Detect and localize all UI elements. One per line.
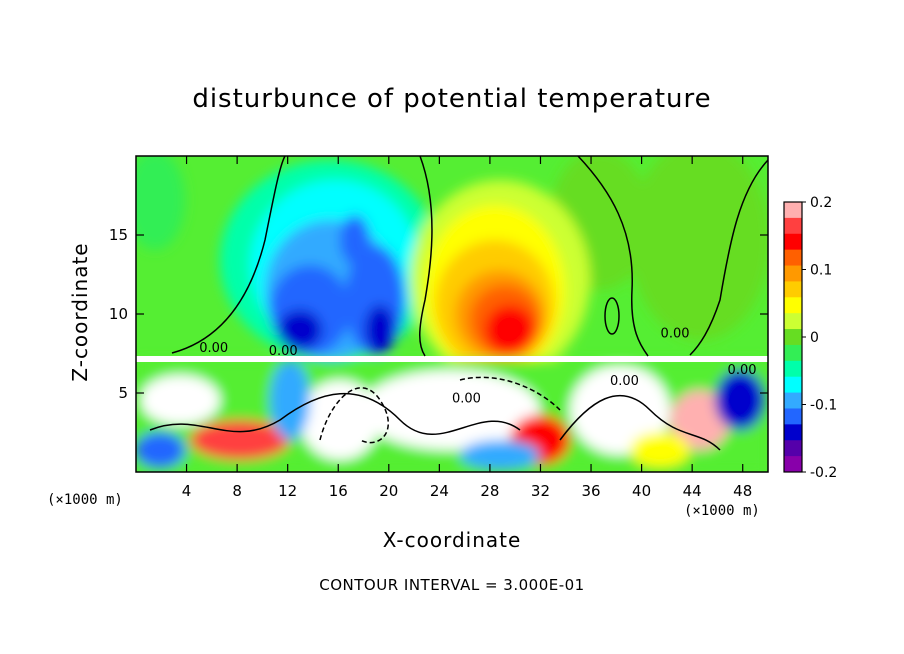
contour-label: 0.00 [728,363,757,378]
contour-label: 0.00 [199,341,228,356]
contour-label: 0.00 [610,374,639,389]
x-axis-label: X-coordinate [382,528,522,552]
colorbar-tick-label: -0.1 [810,398,837,414]
contour-annotations: 0.00 0.00 0.00 0.00 0.00 0.00 [199,327,756,407]
x-tick-label: 48 [733,482,752,500]
colorbar-swatch [784,265,802,282]
colorbar-swatch [784,217,802,235]
x-tick-label: 16 [329,482,348,500]
contour-interval-label: CONTOUR INTERVAL = 3.000E-01 [319,576,585,594]
x-tick-label: 12 [278,482,297,500]
contour-label: 0.00 [661,327,690,342]
contour-lines [149,156,768,451]
colorbar-swatch [784,281,802,298]
colorbar-swatch [784,329,802,346]
y-tick-label: 15 [109,226,128,244]
x-unit-left: (×1000 m) [47,492,123,508]
x-tick-label: 36 [581,482,600,500]
colorbar-swatch [784,344,802,362]
x-tick-label: 24 [430,482,449,500]
x-tick-label: 40 [632,482,651,500]
colorbar-swatch [784,313,802,330]
y-tick-label: 10 [109,305,128,323]
colorbar-swatch [784,392,802,409]
colorbar-swatch [784,202,802,219]
colorbar-swatch [784,440,802,457]
colorbar-swatch [784,249,802,267]
y-tick-label: 5 [118,384,128,402]
chart-title: disturbunce of potential temperature [192,84,712,114]
x-tick-label: 44 [683,482,702,500]
contour-label: 0.00 [452,391,481,406]
colorbar-swatch [784,233,802,251]
anomaly-blobs [136,156,768,472]
colorbar-swatch [784,297,802,314]
colorbar-tick-label: -0.2 [810,465,837,481]
x-tick-label: 32 [531,482,550,500]
contour-label: 0.00 [269,344,298,359]
heatmap-area: 0.00 0.00 0.00 0.00 0.00 0.00 [136,156,768,472]
x-tick-label: 28 [480,482,499,500]
x-tick-label: 20 [379,482,398,500]
colorbar-swatch [784,360,802,378]
colorbar-swatch [784,424,802,441]
colorbar-tick-label: 0.1 [810,263,832,279]
colorbar-swatch [784,408,802,425]
x-tick-label: 4 [182,482,192,500]
x-unit-right: (×1000 m) [684,503,760,519]
colorbar-tick-label: 0 [810,330,819,346]
colorbar-swatch [784,456,802,473]
colorbar-swatch [784,376,802,394]
x-tick-label: 8 [232,482,242,500]
colorbar: 0.2 0.1 0 -0.1 -0.2 [783,195,837,481]
colorbar-tick-label: 0.2 [810,195,832,211]
